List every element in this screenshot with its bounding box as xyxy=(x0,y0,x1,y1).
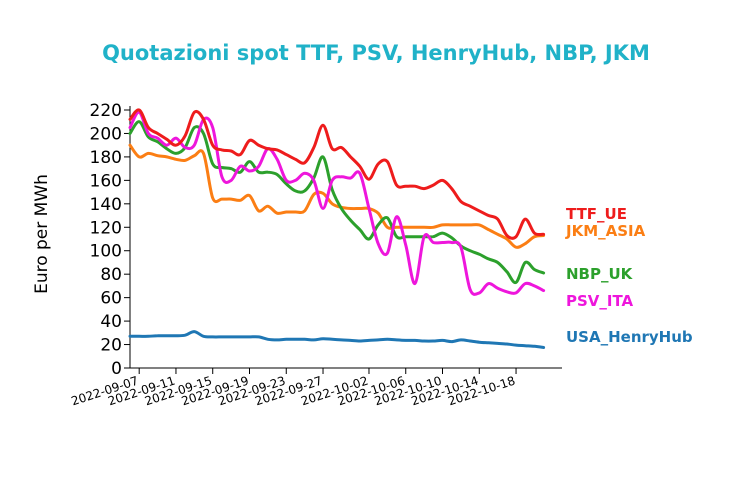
y-tick-label: 140 xyxy=(90,195,122,215)
y-tick-label: 180 xyxy=(90,148,122,168)
series-line-usa-henryhub xyxy=(128,330,546,349)
y-tick-label: 220 xyxy=(90,101,122,121)
y-axis-label: Euro per MWh xyxy=(32,174,52,294)
series-lines xyxy=(128,108,546,349)
axes xyxy=(129,106,562,369)
y-tick-label: 160 xyxy=(90,171,122,191)
y-axis-ticks: 0 20 40 60 80 100 120 140 160 180 200 220 xyxy=(90,101,130,379)
x-axis-ticks: 2022-09-072022-09-112022-09-152022-09-19… xyxy=(69,368,517,408)
series-label-psv-ita: PSV_ITA xyxy=(566,292,634,310)
series-label-nbp-uk: NBP_UK xyxy=(566,265,634,283)
chart-title: Quotazioni spot TTF, PSV, HenryHub, NBP,… xyxy=(102,41,650,65)
y-tick-label: 60 xyxy=(100,289,122,309)
series-label-jkm-asia: JKM_ASIA xyxy=(565,222,646,240)
y-tick-label: 120 xyxy=(90,218,122,238)
y-tick-label: 80 xyxy=(100,265,122,285)
series-label-ttf-ue: TTF_UE xyxy=(566,205,627,223)
y-tick-label: 20 xyxy=(100,336,122,356)
series-label-usa-henryhub: USA_HenryHub xyxy=(566,328,693,346)
y-tick-label: 200 xyxy=(90,124,122,144)
y-tick-label: 0 xyxy=(111,359,122,379)
y-tick-label: 40 xyxy=(100,312,122,332)
series-line-ttf-ue xyxy=(128,108,546,240)
series-line-psv-ita xyxy=(128,110,546,296)
y-tick-label: 100 xyxy=(90,242,122,262)
series-line-jkm-asia xyxy=(128,143,546,249)
